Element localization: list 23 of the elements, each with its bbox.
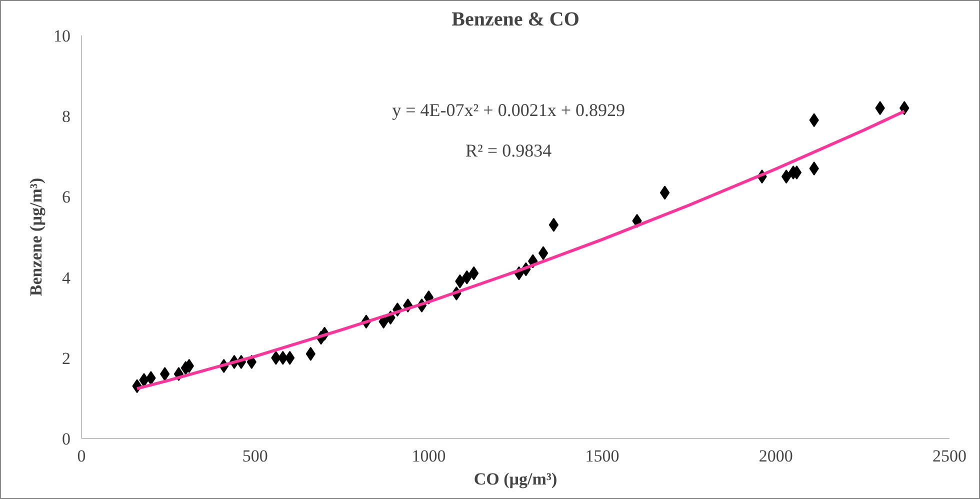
annotation: y = 4E-07x² + 0.0021x + 0.8929 <box>392 100 625 120</box>
x-tick-label: 2500 <box>932 446 966 466</box>
x-tick-label: 2000 <box>758 446 793 466</box>
y-tick-label: 0 <box>62 430 70 448</box>
y-tick-label: 10 <box>54 26 70 46</box>
y-tick-label: 8 <box>62 107 70 126</box>
point <box>284 350 295 365</box>
x-tick-label: 1000 <box>412 446 446 466</box>
annotation: R² = 0.9834 <box>466 140 552 160</box>
x-tick-label: 1500 <box>585 446 620 466</box>
point <box>548 218 559 232</box>
x-axis-title: CO (µg/m³) <box>474 470 558 488</box>
point <box>660 186 670 200</box>
chart-title: Benzene & CO <box>452 8 580 30</box>
x-tick-label: 500 <box>242 446 268 466</box>
y-tick-label: 4 <box>62 268 71 288</box>
point <box>538 246 548 260</box>
point <box>160 367 170 382</box>
y-axis-title: Benzene (µg/m³) <box>26 178 46 296</box>
point <box>781 170 792 184</box>
y-tick-label: 2 <box>62 348 70 368</box>
y-tick-label: 6 <box>62 188 70 207</box>
x-tick-label: 0 <box>77 446 86 466</box>
